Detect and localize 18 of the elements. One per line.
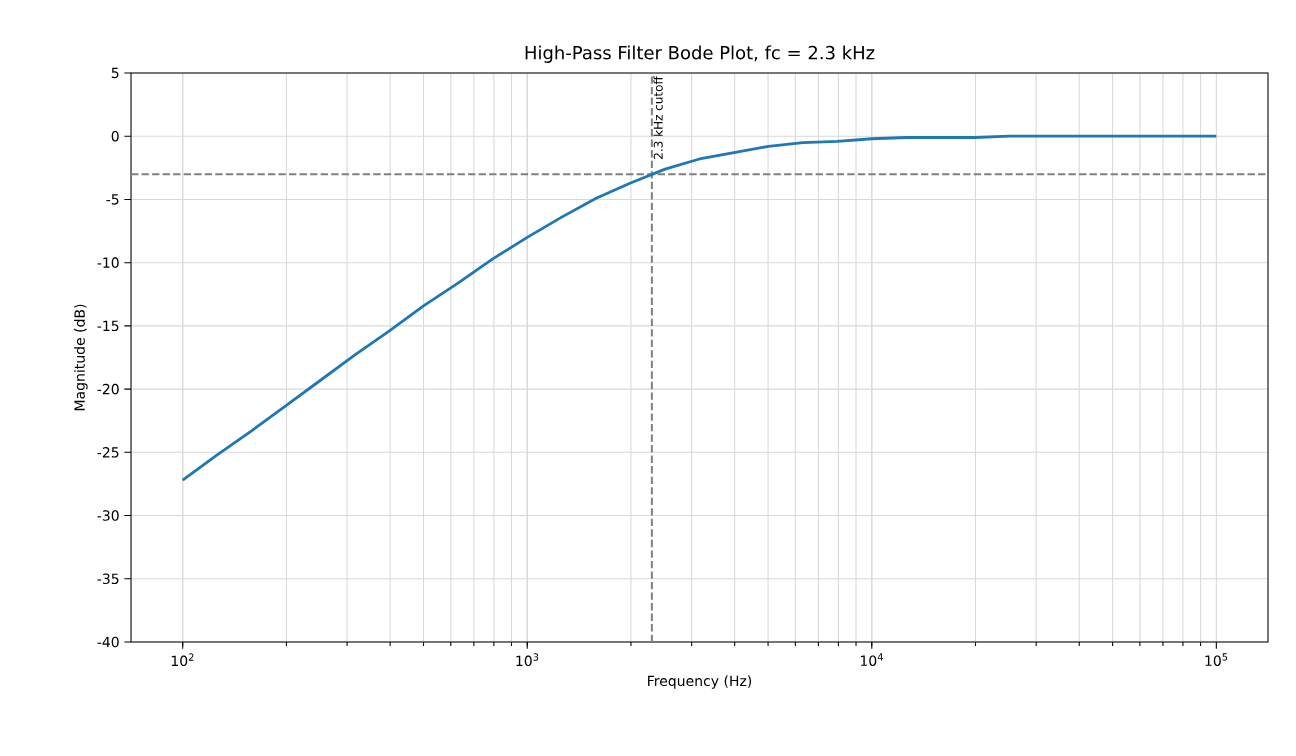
y-tick-label: -40 [97, 636, 119, 648]
y-tick-label: -25 [97, 447, 119, 458]
y-tick-label: -30 [97, 510, 119, 521]
y-tick-label: -35 [97, 573, 119, 585]
y-tick-label: -5 [106, 194, 119, 205]
chart-title: High-Pass Filter Bode Plot, fc = 2.3 kHz [525, 45, 875, 63]
x-tick-label: 10$^{3}$ [516, 653, 539, 667]
y-tick-label: 0 [111, 130, 119, 142]
y-tick-label: -20 [97, 383, 119, 395]
x-tick-label: 10$^{4}$ [860, 653, 883, 666]
x-axis-title: Frequency (Hz) [648, 675, 752, 689]
ref-line-label: 2.3 kHz cutoff [653, 76, 663, 159]
x-tick-label: 10$^{2}$ [171, 653, 194, 667]
y-tick-label: -10 [97, 257, 119, 268]
y-axis-title: Magnitude (dB) [74, 304, 88, 411]
y-tick-label: -15 [97, 320, 119, 332]
x-tick-label: 10$^{5}$ [1205, 653, 1228, 666]
y-tick-label: 5 [111, 67, 119, 79]
